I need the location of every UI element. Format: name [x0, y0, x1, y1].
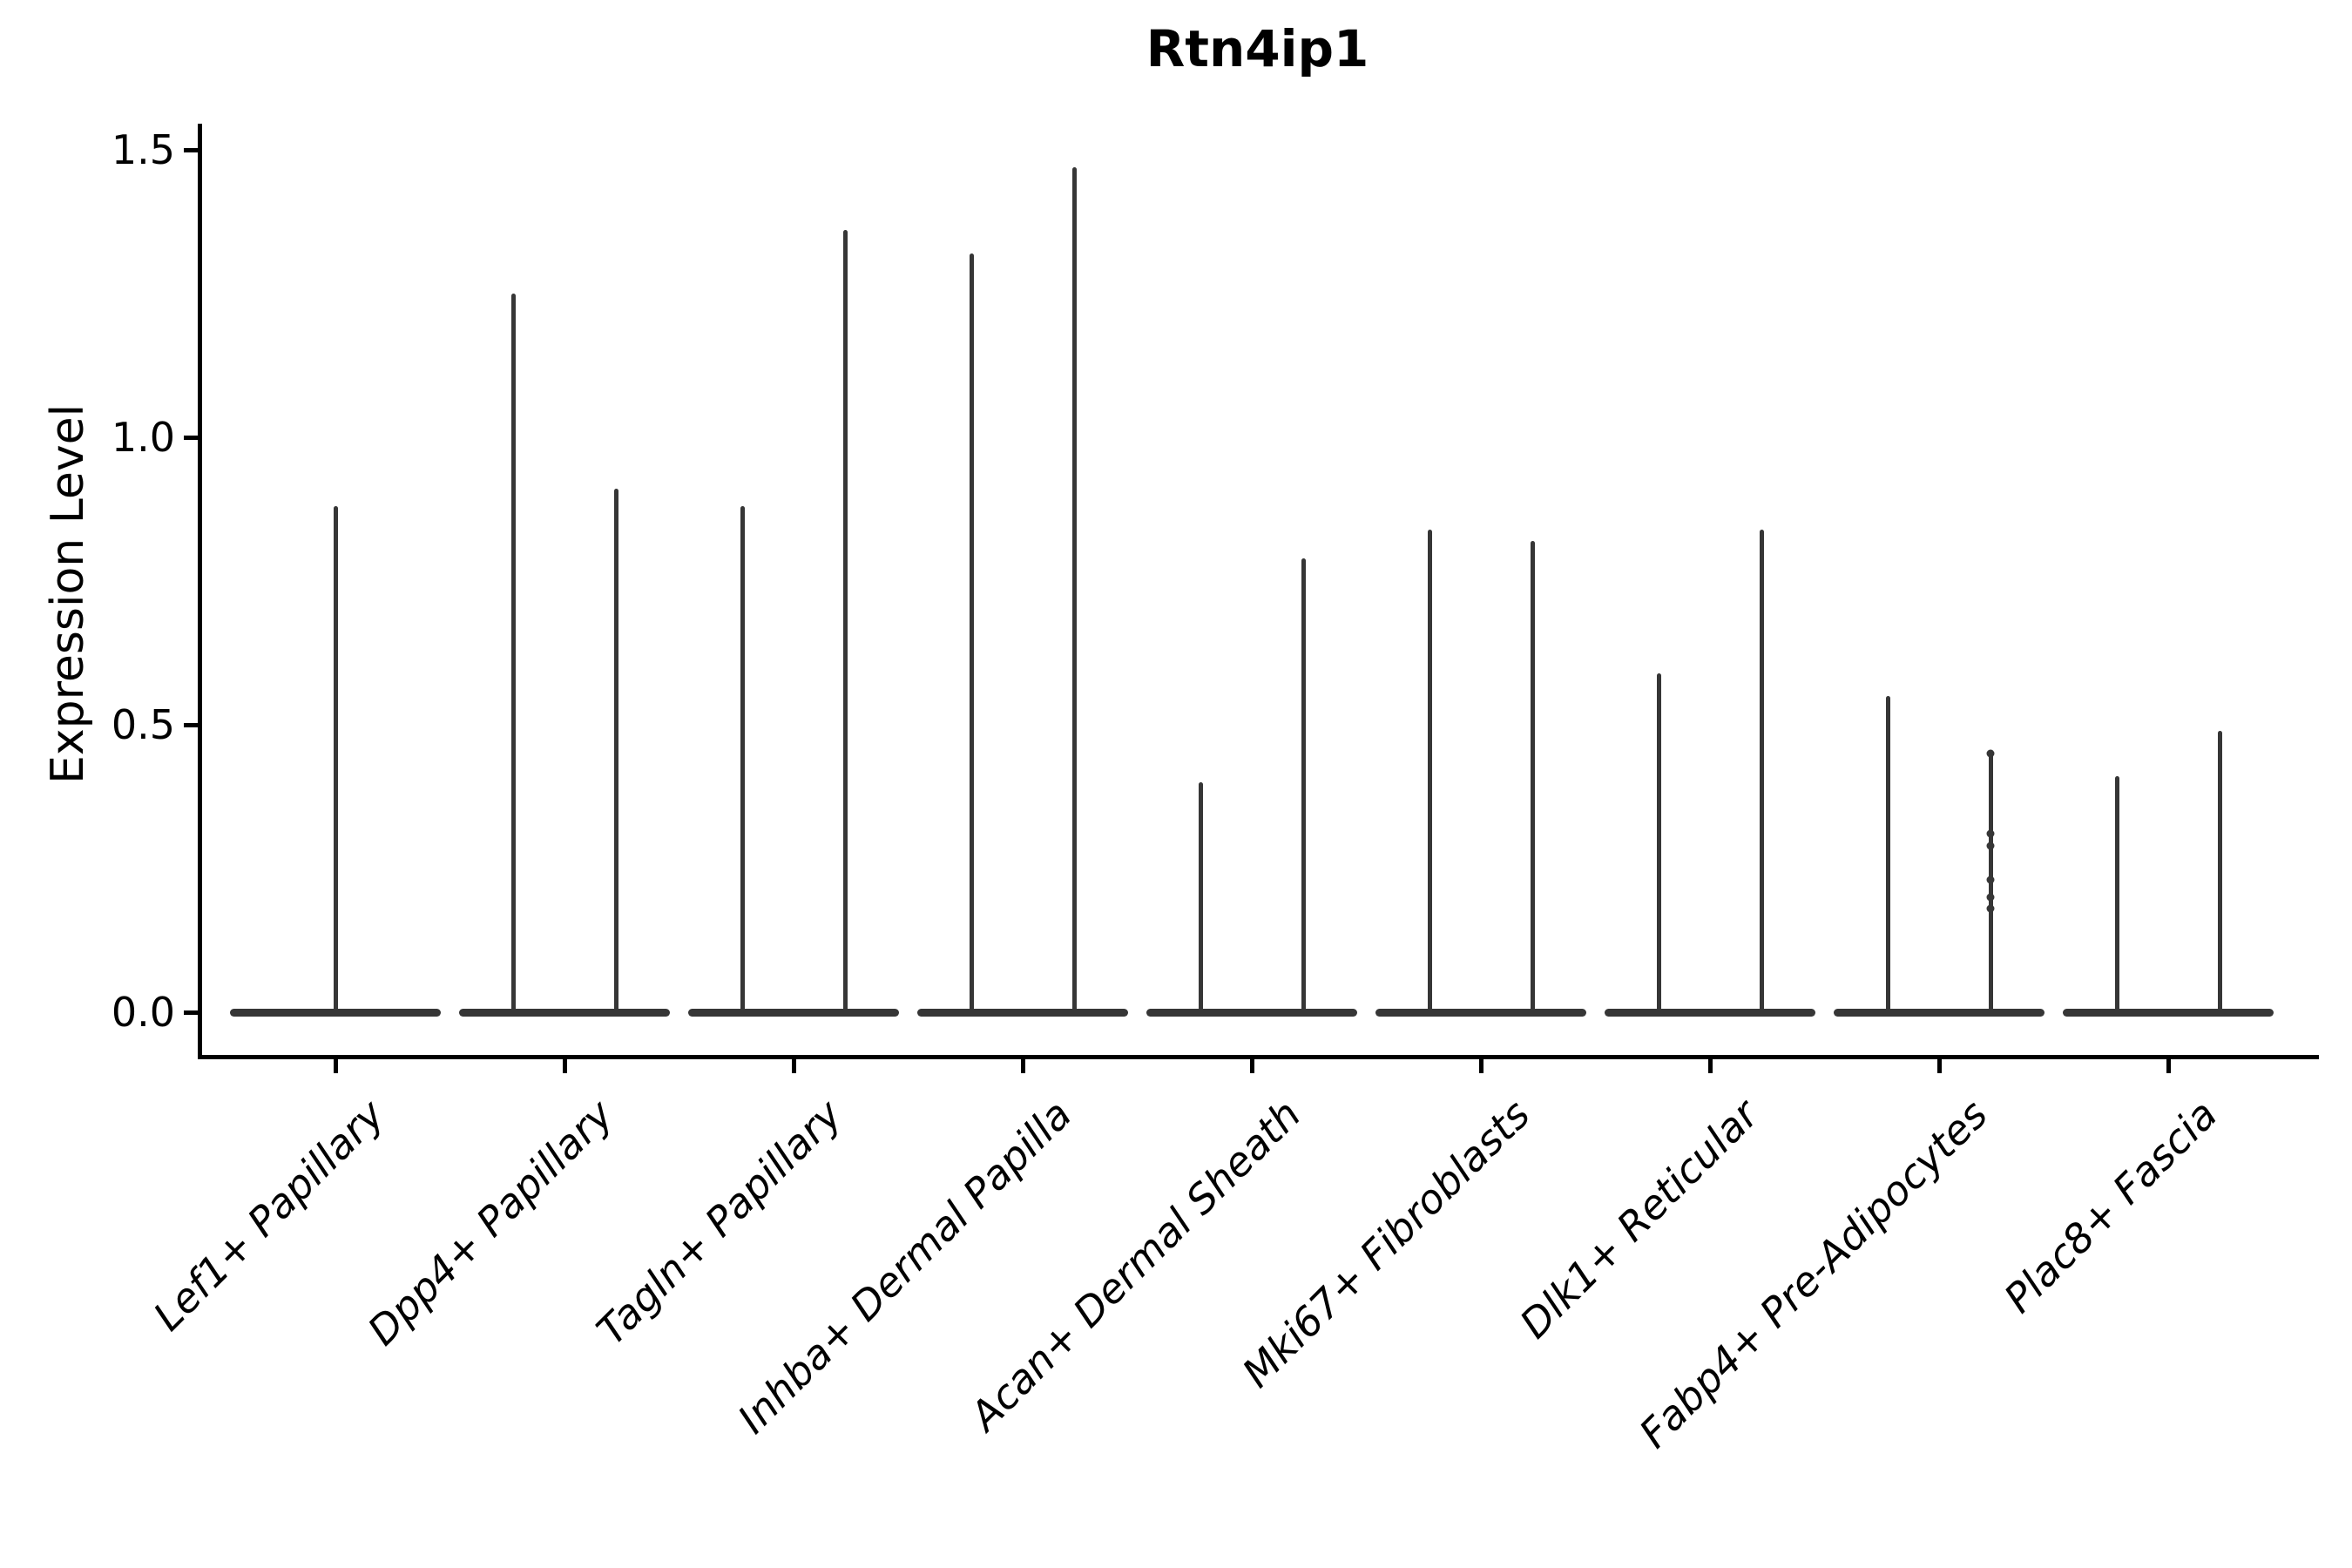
x-tick — [791, 1059, 796, 1073]
x-tick — [1249, 1059, 1254, 1073]
x-tick — [333, 1059, 338, 1073]
x-tick — [1478, 1059, 1484, 1073]
x-tick-label: Acan+ Dermal Sheath — [960, 1091, 1310, 1440]
x-tick-label: Lef1+ Papillary — [144, 1091, 394, 1340]
x-tick — [1020, 1059, 1025, 1073]
x-tick-label: Dpp4+ Papillary — [358, 1091, 623, 1355]
plot-area — [198, 124, 2319, 1059]
y-tick — [184, 147, 198, 152]
x-tick — [2166, 1059, 2171, 1073]
x-tick — [1936, 1059, 1942, 1073]
x-tick — [1707, 1059, 1713, 1073]
x-tick-label: Fabp4+ Pre-Adipocytes — [1630, 1091, 1997, 1457]
x-tick — [562, 1059, 567, 1073]
chart-title: Rtn4ip1 — [1146, 19, 1369, 78]
x-tick-label: Tagln+ Papillary — [587, 1091, 852, 1355]
y-axis-label: Expression Level — [42, 403, 94, 785]
x-tick-label: Inhba+ Dermal Papilla — [728, 1091, 1081, 1443]
y-tick-label: 1.5 — [111, 126, 175, 173]
x-tick-label: Mki67+ Fibroblasts — [1233, 1091, 1539, 1397]
x-tick-label: Plac8+ Fascia — [1994, 1091, 2227, 1322]
y-tick — [184, 722, 198, 727]
y-tick — [184, 435, 198, 440]
x-tick-label: Dlk1+ Reticular — [1511, 1091, 1768, 1348]
y-tick — [184, 1010, 198, 1015]
y-tick-label: 0.0 — [111, 989, 175, 1036]
